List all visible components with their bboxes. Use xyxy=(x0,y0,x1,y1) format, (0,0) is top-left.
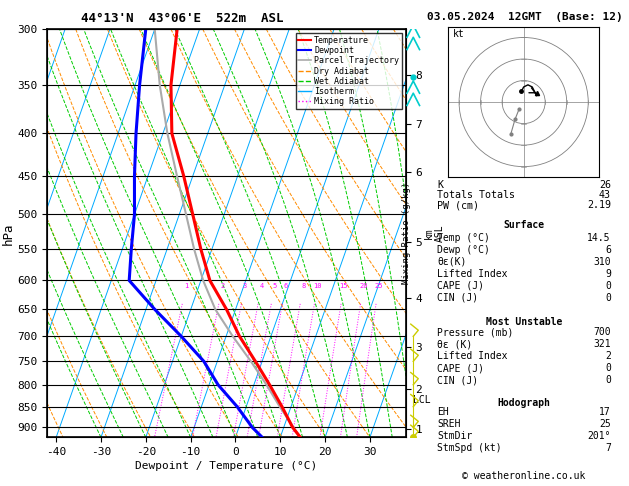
Text: 9: 9 xyxy=(605,269,611,279)
Text: Totals Totals: Totals Totals xyxy=(437,190,515,200)
Text: StmSpd (kt): StmSpd (kt) xyxy=(437,443,502,453)
Text: Lifted Index: Lifted Index xyxy=(437,269,508,279)
Text: 700: 700 xyxy=(593,327,611,337)
Text: 0: 0 xyxy=(605,281,611,291)
Text: EH: EH xyxy=(437,407,449,417)
Y-axis label: km
ASL: km ASL xyxy=(423,225,445,242)
Text: Dewp (°C): Dewp (°C) xyxy=(437,245,490,255)
X-axis label: Dewpoint / Temperature (°C): Dewpoint / Temperature (°C) xyxy=(135,461,318,471)
Text: 0: 0 xyxy=(605,293,611,303)
Text: Mixing Ratio (g/kg): Mixing Ratio (g/kg) xyxy=(402,182,411,284)
Text: LCL: LCL xyxy=(413,395,430,405)
Text: SREH: SREH xyxy=(437,419,460,429)
Text: 5: 5 xyxy=(272,283,277,290)
Text: 8: 8 xyxy=(301,283,306,290)
Text: PW (cm): PW (cm) xyxy=(437,200,479,210)
Text: 7: 7 xyxy=(605,443,611,453)
Text: 310: 310 xyxy=(593,257,611,267)
Text: Hodograph: Hodograph xyxy=(498,398,550,408)
Text: Most Unstable: Most Unstable xyxy=(486,317,562,327)
Text: © weatheronline.co.uk: © weatheronline.co.uk xyxy=(462,471,586,481)
Text: 25: 25 xyxy=(374,283,383,290)
Text: CAPE (J): CAPE (J) xyxy=(437,281,484,291)
Text: 3: 3 xyxy=(243,283,247,290)
Text: kt: kt xyxy=(453,30,464,39)
Text: 1: 1 xyxy=(184,283,188,290)
Legend: Temperature, Dewpoint, Parcel Trajectory, Dry Adiabat, Wet Adiabat, Isotherm, Mi: Temperature, Dewpoint, Parcel Trajectory… xyxy=(296,34,401,109)
Text: θε (K): θε (K) xyxy=(437,339,472,349)
Text: 44°13'N  43°06'E  522m  ASL: 44°13'N 43°06'E 522m ASL xyxy=(81,12,284,25)
Text: 26: 26 xyxy=(599,180,611,190)
Text: 2: 2 xyxy=(220,283,225,290)
Text: 10: 10 xyxy=(313,283,321,290)
Text: 2.19: 2.19 xyxy=(587,200,611,210)
Text: 15: 15 xyxy=(340,283,348,290)
Text: 201°: 201° xyxy=(587,431,611,441)
Text: Surface: Surface xyxy=(503,221,545,230)
Text: Lifted Index: Lifted Index xyxy=(437,351,508,361)
Text: Pressure (mb): Pressure (mb) xyxy=(437,327,513,337)
Text: 321: 321 xyxy=(593,339,611,349)
Y-axis label: hPa: hPa xyxy=(1,222,14,244)
Text: CAPE (J): CAPE (J) xyxy=(437,364,484,373)
Text: 0: 0 xyxy=(605,376,611,385)
Text: 14.5: 14.5 xyxy=(587,233,611,243)
Text: 43: 43 xyxy=(599,190,611,200)
Text: 4: 4 xyxy=(259,283,264,290)
Text: 25: 25 xyxy=(599,419,611,429)
Text: θε(K): θε(K) xyxy=(437,257,467,267)
Text: StmDir: StmDir xyxy=(437,431,472,441)
Text: 03.05.2024  12GMT  (Base: 12): 03.05.2024 12GMT (Base: 12) xyxy=(427,12,623,22)
Text: Temp (°C): Temp (°C) xyxy=(437,233,490,243)
Text: 6: 6 xyxy=(284,283,287,290)
Text: K: K xyxy=(437,180,443,190)
Text: 6: 6 xyxy=(605,245,611,255)
Text: CIN (J): CIN (J) xyxy=(437,293,478,303)
Text: CIN (J): CIN (J) xyxy=(437,376,478,385)
Text: 20: 20 xyxy=(359,283,367,290)
Text: 2: 2 xyxy=(605,351,611,361)
Text: 0: 0 xyxy=(605,364,611,373)
Text: 17: 17 xyxy=(599,407,611,417)
